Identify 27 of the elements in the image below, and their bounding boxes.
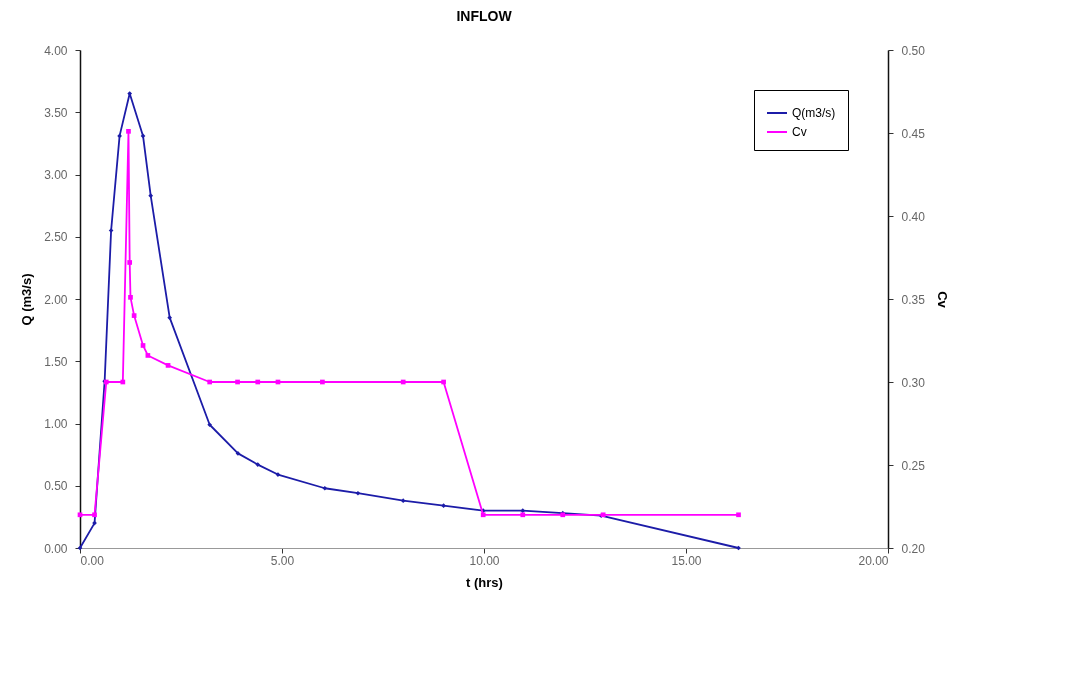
x-tick-label: 20.00	[858, 553, 889, 568]
y2-tick-label: 0.30	[901, 375, 926, 390]
y-tick-label: 4.00	[44, 43, 68, 58]
y2-tick-label: 0.45	[901, 126, 926, 141]
x-tick-label: 10.00	[469, 553, 500, 568]
y2-tick-label: 0.50	[901, 43, 926, 58]
x-tick-label: 15.00	[671, 553, 702, 568]
y2-tick-label: 0.25	[901, 458, 926, 473]
y2-axis-title: Cv	[934, 291, 950, 309]
y-tick-label: 2.50	[44, 230, 68, 245]
legend-label: Cv	[792, 125, 807, 139]
chart-title: INFLOW	[456, 8, 513, 24]
x-axis-title: t (hrs)	[466, 574, 503, 590]
y2-tick-label: 0.20	[901, 541, 926, 556]
y-tick-label: 3.00	[44, 168, 68, 182]
y-tick-label: 2.00	[44, 292, 68, 307]
y-tick-label: 1.50	[44, 354, 68, 369]
y2-tick-label: 0.40	[901, 209, 926, 224]
legend-label: Q(m3/s)	[792, 106, 836, 120]
y-tick-label: 3.50	[44, 105, 68, 120]
y2-tick-label: 0.35	[901, 292, 926, 307]
x-tick-label: 0.00	[80, 553, 105, 568]
x-tick-label: 5.00	[270, 553, 295, 568]
y-tick-label: 1.00	[44, 417, 68, 431]
y-axis-title: Q (m3/s)	[19, 273, 35, 326]
y-tick-label: 0.00	[44, 541, 68, 556]
y-tick-label: 0.50	[44, 479, 68, 494]
